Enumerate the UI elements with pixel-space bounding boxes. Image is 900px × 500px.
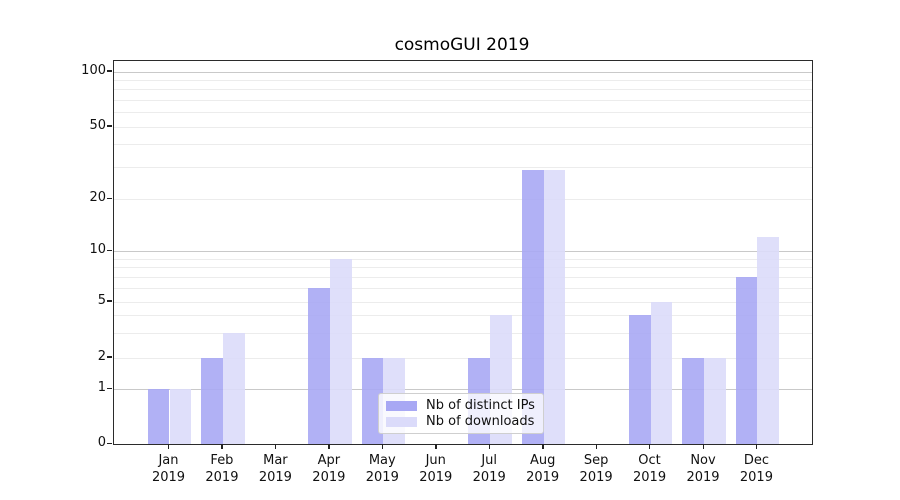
bar-downloads-feb [222,332,245,444]
y-tick-label: 50 [89,117,106,133]
x-tick-mark [435,444,437,450]
y-tick-mark [107,387,112,390]
gridline-minor [114,167,812,169]
gridline-minor [114,332,812,334]
y-tick-label: 10 [89,242,106,257]
legend-label-distinct-ips: Nb of distinct IPs [426,398,535,413]
x-tick-mark [221,444,223,450]
x-tick-mark [274,444,277,450]
bar-downloads-apr [329,258,352,444]
bar-downloads-oct [650,301,673,444]
x-tick-label: Jan 2019 [151,453,186,486]
y-tick-mark [107,442,112,445]
y-tick-mark [107,300,112,302]
x-tick-mark [488,444,491,450]
bar-distinct-ips-oct [628,315,651,444]
gridline-minor [114,288,812,290]
gridline-major [114,71,812,73]
x-tick-mark [595,444,597,450]
gridline-minor [114,199,812,201]
bar-downloads-jan [169,389,192,444]
gridline-major [114,251,812,252]
x-tick-mark [168,444,170,450]
x-tick-mark [542,444,544,450]
plot-area [113,60,813,445]
gridline-major [114,389,812,391]
y-tick-label: 20 [89,190,106,206]
x-tick-label: Dec 2019 [739,453,773,486]
gridline-minor [114,258,812,260]
y-tick-label: 1 [97,380,106,396]
gridline-minor [114,357,812,359]
legend-swatch-distinct-ips [386,400,417,411]
gridline-minor [114,80,812,82]
x-tick-label: Nov 2019 [686,453,720,486]
gridline-minor [114,89,812,91]
y-tick-mark [107,197,112,200]
gridline-minor [114,301,812,303]
legend-label-downloads: Nb of downloads [426,414,535,429]
legend-swatch-downloads [386,416,417,427]
x-tick-label: Jul 2019 [472,453,506,486]
x-tick-label: Mar 2019 [258,453,292,486]
bar-distinct-ips-aug [521,169,544,444]
x-tick-label: Sep 2019 [579,453,613,486]
y-tick-mark [107,125,112,127]
bar-distinct-ips-feb [201,357,223,444]
legend-row-distinct-ips: Nb of distinct IPs [386,398,535,413]
y-tick-label: 0 [97,435,106,451]
bar-downloads-aug [543,169,566,444]
gridline-minor [114,277,812,279]
gridline-minor [114,112,812,114]
bar-distinct-ips-apr [308,288,330,444]
bar-downloads-nov [704,357,726,444]
bar-distinct-ips-jan [147,389,170,444]
bar-downloads-dec [757,237,780,444]
x-tick-mark [328,444,330,450]
x-tick-label: Aug 2019 [526,453,560,486]
gridline-minor [114,126,812,128]
y-tick-label: 2 [97,348,106,364]
y-tick-mark [107,70,112,72]
x-tick-label: May 2019 [365,453,399,486]
x-tick-label: Feb 2019 [205,453,239,486]
x-tick-label: Apr 2019 [312,453,346,486]
legend-row-downloads: Nb of downloads [386,415,534,428]
x-tick-mark [381,444,384,450]
x-tick-label: Oct 2019 [633,453,667,486]
x-tick-label: Jun 2019 [419,453,453,486]
x-tick-mark [755,444,758,450]
x-tick-mark [649,444,651,450]
y-tick-mark [107,249,112,251]
y-tick-label: 100 [81,62,106,78]
gridline-minor [114,144,812,146]
legend: Nb of distinct IPs Nb of downloads [378,393,544,434]
bar-distinct-ips-dec [735,277,758,444]
x-tick-mark [702,444,704,450]
y-tick-mark [107,356,112,358]
y-tick-label: 5 [97,292,106,308]
gridline-minor [114,315,812,317]
gridline-minor [114,267,812,269]
chart-title: cosmoGUI 2019 [394,35,530,55]
bar-distinct-ips-nov [682,357,704,444]
bar-distinct-ips-may [361,357,384,444]
gridline-minor [114,100,812,101]
